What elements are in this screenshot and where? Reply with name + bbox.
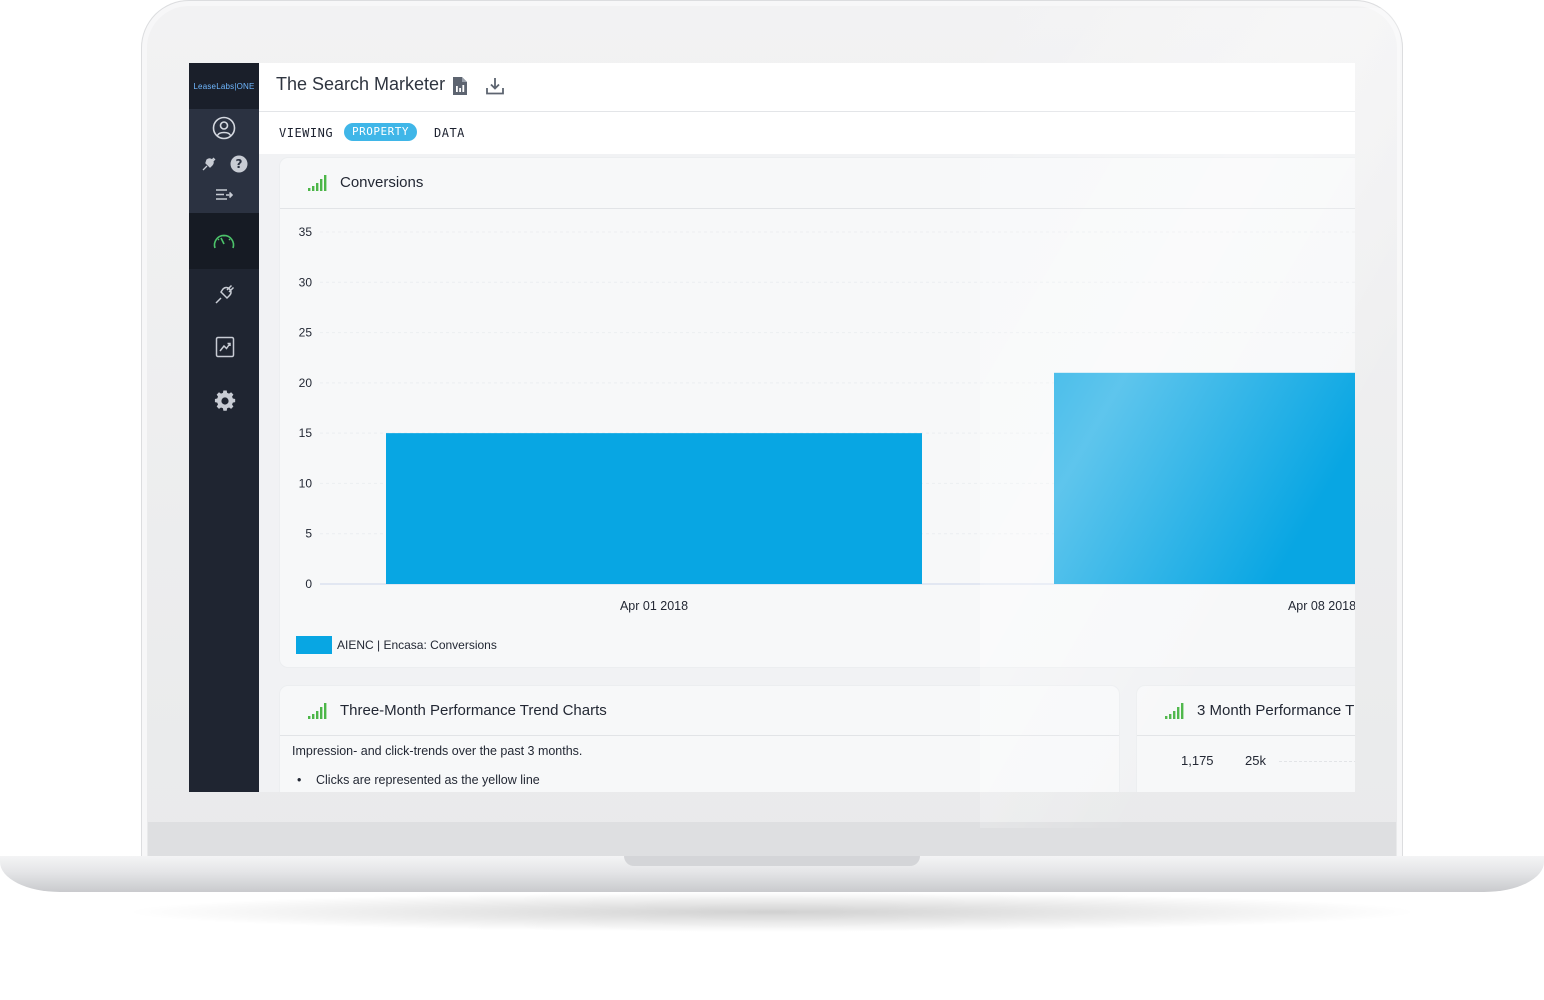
x-tick-label: Apr 08 2018 xyxy=(1288,599,1355,613)
stat-value: 25k xyxy=(1245,753,1266,768)
card-description: Impression- and click-trends over the pa… xyxy=(292,744,583,758)
trend-charts-card: Three-Month Performance Trend Charts Imp… xyxy=(280,686,1119,792)
laptop-shadow xyxy=(120,892,1424,932)
settings-gear-icon[interactable] xyxy=(214,390,236,412)
sidebar-item-dashboard[interactable] xyxy=(189,213,259,269)
list-item: Clicks are represented as the yellow lin… xyxy=(297,773,540,787)
x-tick-label: Apr 01 2018 xyxy=(620,599,688,613)
y-tick-label: 25 xyxy=(299,326,313,340)
conversions-card: Conversions 0 5 10 15 20 25 30 35 Apr 01 2018 Ap… xyxy=(280,158,1355,667)
top-bar: The Search Marketer xyxy=(259,63,1355,112)
user-icon[interactable] xyxy=(212,116,236,140)
viewing-bar: VIEWING PROPERTY DATA xyxy=(259,112,1355,154)
report-chart-icon[interactable] xyxy=(215,336,235,358)
grid-line xyxy=(1279,761,1355,762)
bar[interactable] xyxy=(386,433,922,584)
chart-legend[interactable]: AIENC | Encasa: Conversions xyxy=(296,636,497,654)
svg-text:?: ? xyxy=(236,157,243,171)
app-logo[interactable]: LeaseLabs|ONE xyxy=(189,63,259,109)
y-tick-label: 10 xyxy=(299,476,313,490)
viewing-label: VIEWING xyxy=(279,126,334,140)
card-header: Conversions xyxy=(280,158,1355,209)
collapse-menu-icon[interactable] xyxy=(215,187,233,203)
pdf-document-icon[interactable] xyxy=(452,76,468,101)
card-header: Three-Month Performance Trend Charts xyxy=(280,686,1119,736)
card-title: Conversions xyxy=(340,174,424,191)
stat-value: 1,175 xyxy=(1181,753,1214,768)
signal-bars-icon xyxy=(308,703,330,724)
bar[interactable] xyxy=(1054,372,1355,584)
data-label: DATA xyxy=(434,126,465,140)
y-tick-label: 5 xyxy=(305,527,312,541)
card-title: Three-Month Performance Trend Charts xyxy=(340,702,607,719)
legend-swatch xyxy=(296,636,332,654)
dashboard-gauge-icon[interactable] xyxy=(212,231,236,253)
y-tick-label: 20 xyxy=(299,376,313,390)
page-title: The Search Marketer xyxy=(276,74,446,94)
help-icon[interactable]: ? xyxy=(230,155,248,173)
laptop-notch xyxy=(624,856,920,866)
y-tick-label: 35 xyxy=(299,225,313,239)
sidebar-profile-block xyxy=(189,109,259,213)
signal-bars-icon xyxy=(308,175,330,196)
performance-card: 3 Month Performance T 1,175 25k xyxy=(1137,686,1355,792)
logo-text: LeaseLabs|ONE xyxy=(193,81,255,91)
signal-bars-icon xyxy=(1165,703,1187,724)
property-pill[interactable]: PROPERTY xyxy=(344,123,417,141)
sidebar: LeaseLabs|ONE ? xyxy=(189,63,259,792)
card-header: 3 Month Performance T xyxy=(1137,686,1355,736)
y-tick-label: 30 xyxy=(299,275,313,289)
download-icon[interactable] xyxy=(485,76,505,101)
legend-label: AIENC | Encasa: Conversions xyxy=(337,638,497,652)
y-tick-label: 15 xyxy=(299,426,313,440)
plug-icon[interactable] xyxy=(201,156,217,172)
laptop-bezel xyxy=(148,822,1396,856)
y-tick-label: 0 xyxy=(305,577,312,591)
card-title: 3 Month Performance T xyxy=(1197,702,1355,719)
conversions-chart: 0 5 10 15 20 25 30 35 Apr 01 2018 Apr 08 2018 xyxy=(299,225,1355,613)
screen: LeaseLabs|ONE ? The Search Marketer xyxy=(189,63,1355,792)
integrations-plug-icon[interactable] xyxy=(214,283,236,305)
